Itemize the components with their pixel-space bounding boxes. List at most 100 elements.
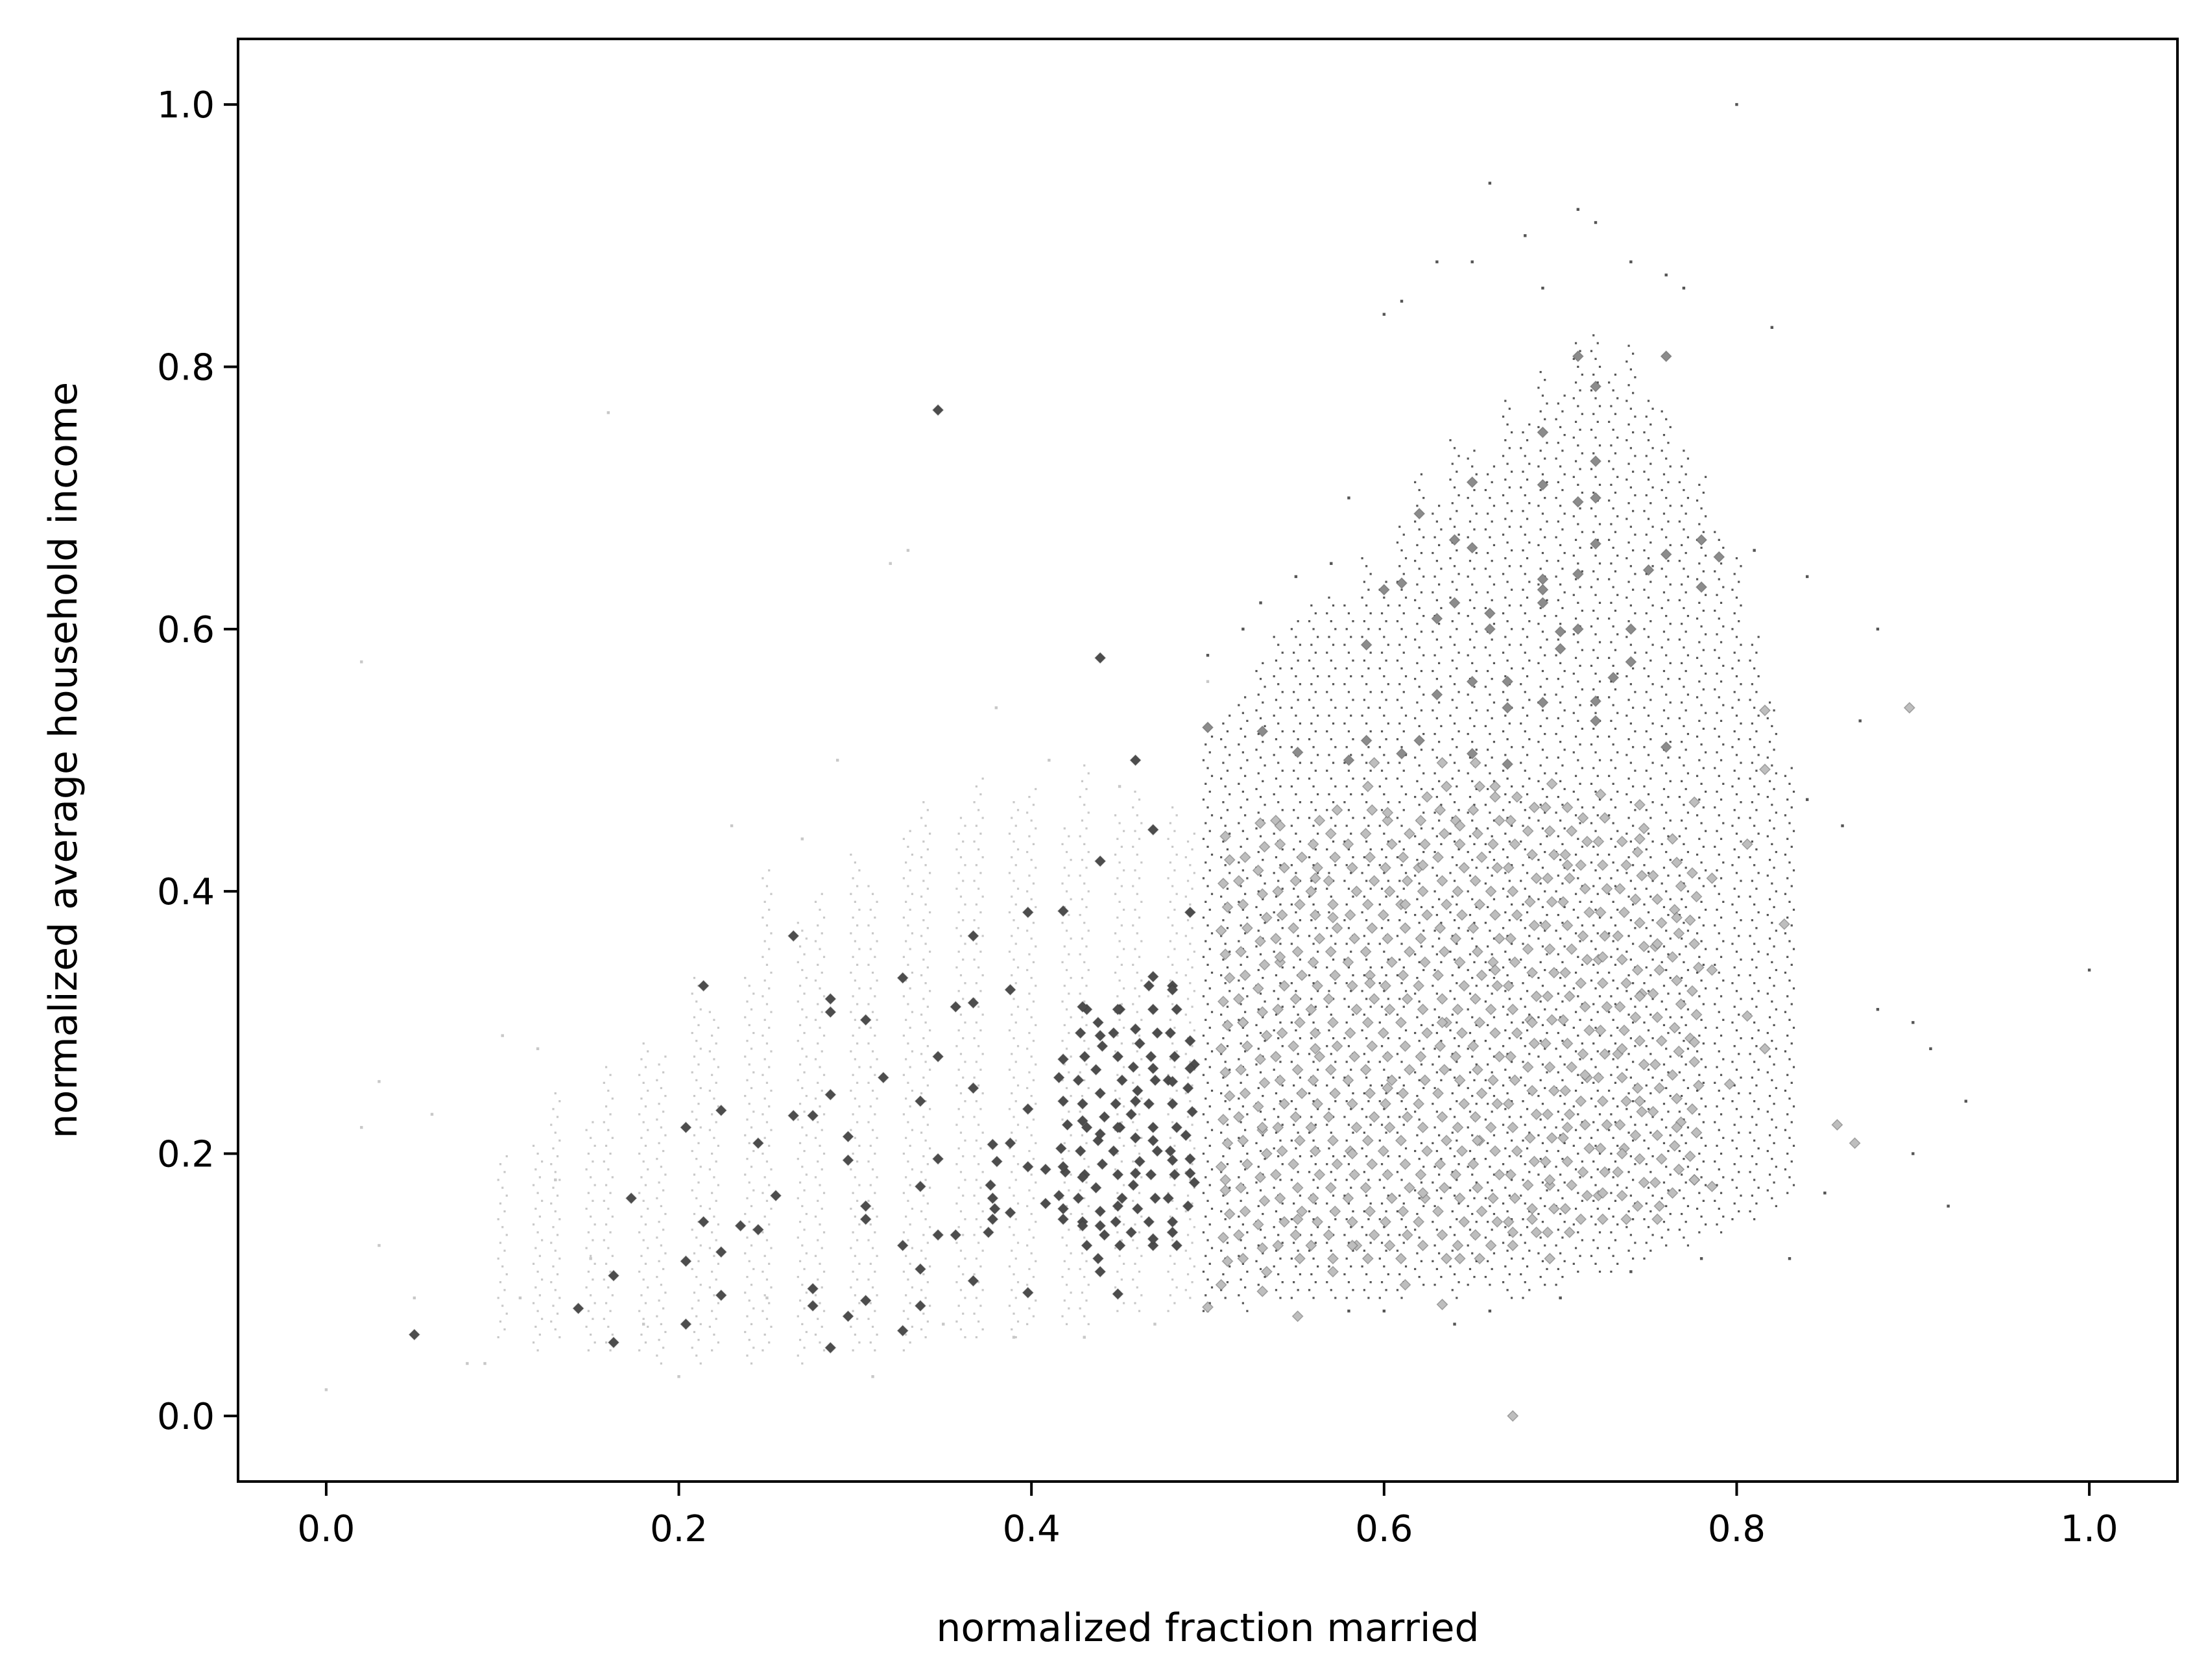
- data-point: [1716, 1144, 1718, 1147]
- data-point: [1387, 722, 1389, 725]
- data-point: [1651, 486, 1654, 489]
- data-point: [1751, 840, 1753, 843]
- data-point: [1749, 935, 1751, 937]
- data-point: [1378, 706, 1381, 709]
- data-point: [1057, 1213, 1070, 1225]
- data-point: [805, 1212, 808, 1216]
- data-point: [797, 1354, 799, 1357]
- data-point: [1004, 1206, 1016, 1219]
- data-point: [1281, 1005, 1284, 1008]
- data-point: [959, 856, 963, 859]
- data-point: [1702, 963, 1705, 966]
- data-point: [1011, 1092, 1013, 1095]
- data-point: [1720, 955, 1723, 958]
- data-point: [1592, 649, 1595, 651]
- data-point: [693, 1134, 696, 1136]
- data-point: [1526, 1147, 1529, 1150]
- data-point: [1753, 864, 1756, 867]
- data-point: [1402, 1202, 1405, 1205]
- data-point: [752, 1137, 764, 1149]
- data-point: [1299, 1194, 1302, 1197]
- data-point: [1572, 712, 1575, 714]
- data-point: [1420, 827, 1423, 830]
- data-point: [1660, 646, 1663, 649]
- data-point: [1705, 790, 1707, 793]
- data-point: [1528, 462, 1531, 465]
- data-point: [748, 1103, 750, 1105]
- data-point: [1616, 948, 1619, 950]
- data-point: [1469, 1267, 1472, 1271]
- data-point: [850, 1247, 852, 1249]
- data-point: [1491, 678, 1493, 680]
- data-point: [1718, 618, 1720, 620]
- data-point: [1771, 804, 1773, 806]
- data-point: [1544, 693, 1546, 696]
- data-point: [744, 1173, 747, 1176]
- data-point: [1563, 433, 1566, 437]
- data-point: [1169, 1058, 1171, 1061]
- data-point: [1279, 1179, 1282, 1181]
- data-point: [1420, 945, 1423, 948]
- data-point: [1629, 840, 1632, 843]
- data-point: [1138, 1310, 1141, 1312]
- data-point: [1138, 917, 1141, 919]
- data-point: [1345, 1021, 1348, 1024]
- data-point: [1632, 352, 1635, 355]
- data-point: [1678, 796, 1681, 798]
- data-point: [593, 1262, 596, 1265]
- data-point: [532, 1144, 535, 1147]
- data-point: [1681, 1016, 1683, 1018]
- data-point: [1753, 1179, 1756, 1181]
- data-point: [1537, 1134, 1540, 1136]
- data-point: [1182, 1082, 1194, 1094]
- data-point: [1716, 790, 1718, 793]
- data-point: [662, 1307, 665, 1310]
- data-point: [807, 1282, 819, 1295]
- data-point: [1594, 633, 1597, 636]
- data-point: [1070, 898, 1072, 900]
- data-point: [558, 1257, 561, 1260]
- data-point: [1610, 523, 1613, 525]
- data-point: [538, 1254, 541, 1257]
- data-point: [1749, 974, 1751, 977]
- data-point: [1369, 1242, 1372, 1244]
- data-point: [1035, 985, 1037, 987]
- data-point: [1206, 654, 1210, 657]
- data-point: [1061, 922, 1064, 924]
- data-point: [1134, 1144, 1136, 1147]
- data-point: [746, 1079, 749, 1081]
- data-point: [1398, 1234, 1401, 1236]
- data-point: [532, 1223, 535, 1226]
- data-point: [1740, 762, 1742, 764]
- data-point: [975, 824, 977, 827]
- data-point: [1581, 1199, 1583, 1202]
- data-point: [768, 1223, 771, 1226]
- data-point: [1079, 874, 1081, 877]
- data-point: [1645, 612, 1648, 615]
- data-point: [1414, 953, 1417, 955]
- data-point: [1094, 855, 1107, 867]
- data-point: [1026, 1048, 1029, 1050]
- data-point: [1649, 423, 1652, 426]
- data-point: [1592, 767, 1595, 769]
- data-point: [1508, 722, 1511, 725]
- data-point: [1140, 900, 1143, 903]
- data-point: [1555, 1284, 1557, 1286]
- data-point: [1537, 1173, 1540, 1176]
- data-point: [1912, 1021, 1915, 1024]
- data-point: [874, 1349, 876, 1352]
- data-point: [1438, 544, 1441, 547]
- data-point: [1749, 777, 1751, 780]
- data-point: [1116, 1310, 1119, 1312]
- data-point: [1314, 612, 1317, 615]
- data-point: [1208, 790, 1211, 793]
- data-point: [697, 1063, 700, 1066]
- data-point: [1696, 618, 1699, 620]
- data-point: [975, 1297, 977, 1299]
- data-point: [1484, 1275, 1487, 1278]
- data-point: [1398, 998, 1401, 1000]
- data-point: [1173, 1144, 1176, 1147]
- data-point: [1030, 898, 1033, 900]
- data-point: [1563, 512, 1566, 515]
- data-point: [644, 1302, 647, 1304]
